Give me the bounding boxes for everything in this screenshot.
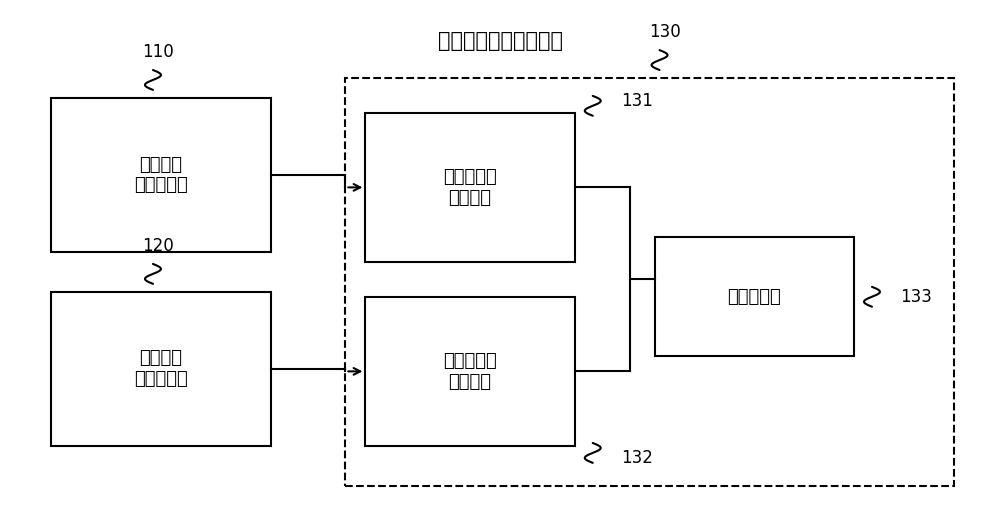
Bar — [345, 78, 954, 486]
Text: 同步图像
信号处理器: 同步图像 信号处理器 — [134, 156, 188, 195]
Text: 脉冲神经网
络子单元: 脉冲神经网 络子单元 — [443, 352, 497, 391]
Text: 异步图像
信号处理器: 异步图像 信号处理器 — [134, 350, 188, 388]
Text: 132: 132 — [621, 449, 653, 467]
Text: 133: 133 — [900, 288, 932, 306]
Text: 融合子单元: 融合子单元 — [727, 288, 781, 306]
Text: 双模态图像信号处理器: 双模态图像信号处理器 — [438, 31, 562, 51]
Bar — [655, 237, 854, 356]
Bar — [51, 292, 271, 446]
Bar — [365, 113, 575, 262]
Text: 110: 110 — [142, 43, 174, 61]
Text: 130: 130 — [649, 23, 680, 41]
Text: 131: 131 — [621, 92, 653, 110]
Text: 模拟神经网
络子单元: 模拟神经网 络子单元 — [443, 168, 497, 207]
Bar — [365, 297, 575, 446]
Text: 120: 120 — [142, 237, 174, 255]
Bar — [51, 98, 271, 252]
